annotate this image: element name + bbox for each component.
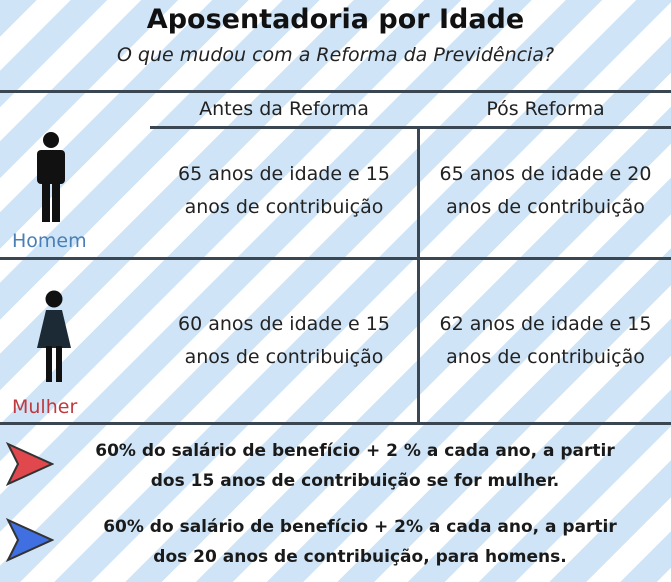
- cell-line: 62 anos de idade e 15: [439, 313, 652, 335]
- cell-line: anos de contribuição: [446, 196, 645, 218]
- cell-homem-after: 65 anos de idade e 20 anos de contribuiç…: [420, 158, 671, 224]
- row-label-homem: Homem: [12, 230, 87, 252]
- header-after: Pós Reforma: [486, 98, 605, 120]
- header-divider: [150, 126, 671, 129]
- woman-icon: [37, 290, 71, 382]
- cell-line: 60 anos de idade e 15: [178, 313, 390, 335]
- man-icon: [37, 132, 65, 222]
- note-women: 60% do salário de benefício + 2 % a cada…: [55, 436, 655, 496]
- red-arrow-icon: [6, 442, 54, 486]
- cell-homem-before: 65 anos de idade e 15 anos de contribuiç…: [150, 158, 418, 224]
- cell-line: anos de contribuição: [184, 346, 384, 368]
- note-men: 60% do salário de benefício + 2% a cada …: [60, 512, 660, 572]
- cell-mulher-before: 60 anos de idade e 15 anos de contribuiç…: [150, 308, 418, 374]
- cell-line: 65 anos de idade e 15: [178, 163, 390, 185]
- column-divider: [417, 126, 420, 424]
- cell-line: 65 anos de idade e 20: [439, 163, 652, 185]
- table-bottom-divider: [0, 422, 671, 425]
- cell-mulher-after: 62 anos de idade e 15 anos de contribuiç…: [420, 308, 671, 374]
- cell-line: anos de contribuição: [446, 346, 645, 368]
- header-before: Antes da Reforma: [199, 98, 369, 120]
- blue-arrow-icon: [6, 518, 54, 562]
- cell-line: anos de contribuição: [184, 196, 384, 218]
- page-title: Aposentadoria por Idade: [146, 4, 525, 35]
- table-top-divider: [0, 90, 671, 93]
- note-line: 60% do salário de benefício + 2 % a cada…: [95, 441, 615, 461]
- note-line: dos 20 anos de contribuição, para homens…: [153, 547, 567, 567]
- note-line: 60% do salário de benefício + 2% a cada …: [103, 517, 617, 537]
- row-label-mulher: Mulher: [12, 396, 78, 418]
- note-line: dos 15 anos de contribuição se for mulhe…: [150, 471, 560, 491]
- page-subtitle: O que mudou com a Reforma da Previdência…: [116, 44, 555, 66]
- row-divider: [0, 257, 671, 260]
